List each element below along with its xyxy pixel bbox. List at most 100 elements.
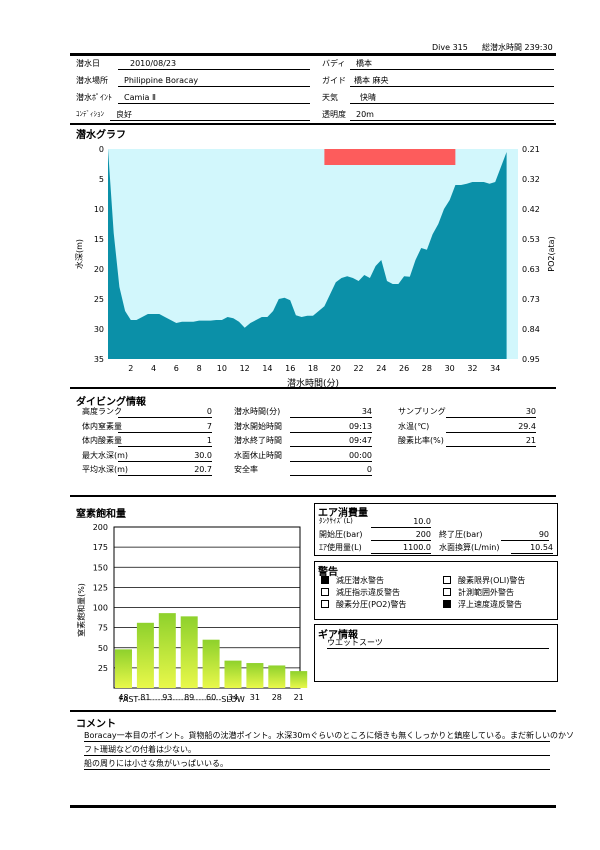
nitrogen-y-tick: 100 xyxy=(93,604,108,613)
alarm-bar xyxy=(324,149,456,165)
time-tick: 30 xyxy=(445,364,455,373)
nitrogen-x-tick: 31 xyxy=(250,693,260,702)
weather-label: 天気 xyxy=(322,93,338,102)
diving-info-value: 34 xyxy=(290,406,372,418)
diving-info-label: 安全率 xyxy=(234,465,258,474)
buddy-label: バディ xyxy=(322,59,346,68)
visibility-value: 20m xyxy=(350,109,554,121)
nitrogen-chart: 200 175 150 125 100 75 50 25 48 81 93 89 60 34 31 28 21… xyxy=(76,523,308,704)
warning-item: 酸素分圧(PO2)警告 xyxy=(321,599,406,610)
time-tick: 16 xyxy=(285,364,295,373)
po2-tick: 0.53 xyxy=(522,235,540,244)
nitrogen-x-tick: 28 xyxy=(272,693,282,702)
unchecked-box-icon xyxy=(443,576,451,584)
time-tick: 2 xyxy=(128,364,133,373)
gear-text: ウエットスーツ xyxy=(327,637,549,649)
warning-item: 減圧指示違反警告 xyxy=(321,587,400,598)
time-tick: 20 xyxy=(331,364,341,373)
dive-profile-chart: 0 5 10 15 20 25 30 35 0.21 0.32 0.42 0.53 0.63 0.73 0… xyxy=(74,145,556,389)
air-title: エア消費量 xyxy=(318,508,368,519)
end-pressure-value: 90 xyxy=(501,529,549,541)
time-tick: 18 xyxy=(308,364,318,373)
end-pressure-label: 終了圧(bar) xyxy=(439,530,483,539)
po2-axis-label: PO2(ata) xyxy=(547,236,556,271)
point-label: 潜水ﾎﾟｲﾝﾄ xyxy=(76,93,112,102)
po2-tick: 0.32 xyxy=(522,175,540,184)
depth-tick: 25 xyxy=(94,295,104,304)
gear-title: ギア情報 xyxy=(318,630,358,641)
diving-info-label: 潜水時間(分) xyxy=(234,407,281,416)
time-tick: 32 xyxy=(467,364,477,373)
guide-value: 橋本 麻央 xyxy=(350,75,554,87)
comment-line: フト珊瑚などの付着は少ない。 xyxy=(84,744,550,756)
diving-info-label: 水温(℃) xyxy=(398,421,430,431)
diving-info-value: 21 xyxy=(446,435,536,447)
diving-info-label: 体内酸素量 xyxy=(82,436,122,445)
dive-number: Dive 315 xyxy=(432,43,468,52)
checked-box-icon xyxy=(321,576,329,584)
diving-info-value: 30.0 xyxy=(118,450,212,462)
nitrogen-bar xyxy=(268,665,286,688)
po2-tick: 0.42 xyxy=(522,205,540,214)
weather-value: 快晴 xyxy=(350,92,554,104)
diving-info-label: 潜水開始時間 xyxy=(234,421,282,431)
diving-info-value: 30 xyxy=(446,406,536,418)
total-dive-time: 総潜水時間 239:30 xyxy=(482,43,553,52)
diving-info-label: 水面休止時間 xyxy=(234,450,282,460)
air-box: エア消費量 ﾀﾝｸｻｲｽﾞ(L) 10.0 開始圧(bar) 200 終了圧(b… xyxy=(314,503,558,556)
start-pressure-label: 開始圧(bar) xyxy=(319,530,363,539)
diving-info-value: 00:00 xyxy=(290,450,372,462)
fast-slow-caption: FAST-----------------------------SLOW xyxy=(119,695,245,704)
nitrogen-y-tick: 175 xyxy=(93,543,108,552)
nitrogen-y-tick: 150 xyxy=(93,563,108,572)
point-value: Camia Ⅱ xyxy=(118,92,310,104)
nitrogen-bar xyxy=(224,660,242,688)
diving-info-value: 09:47 xyxy=(290,435,372,447)
nitrogen-bar xyxy=(180,616,198,688)
visibility-label: 透明度 xyxy=(322,110,346,119)
tank-label: ﾀﾝｸｻｲｽﾞ(L) xyxy=(319,517,353,525)
time-tick: 26 xyxy=(399,364,409,373)
diving-info-title: ダイビング情報 xyxy=(76,397,146,408)
time-tick: 22 xyxy=(353,364,363,373)
time-tick: 28 xyxy=(422,364,432,373)
diving-info-value: 29.4 xyxy=(446,421,536,433)
nitrogen-bar xyxy=(202,639,220,688)
depth-axis-label: 水深(m) xyxy=(74,239,84,269)
po2-tick: 0.84 xyxy=(522,325,540,334)
depth-tick: 0 xyxy=(99,145,104,154)
graph-rule xyxy=(70,387,556,389)
nitrogen-y-tick: 200 xyxy=(93,523,108,532)
diving-info-label: 潜水終了時間 xyxy=(234,436,282,445)
diving-info-value: 7 xyxy=(118,421,212,433)
place-value: Philippine Boracay xyxy=(118,75,310,87)
nitrogen-bar xyxy=(115,649,132,688)
diving-info-value: 0 xyxy=(118,406,212,418)
depth-tick: 20 xyxy=(94,265,104,274)
depth-tick: 5 xyxy=(99,175,104,184)
condition-value: 良好 xyxy=(110,109,310,121)
depth-tick: 15 xyxy=(94,235,104,244)
nitrogen-bar xyxy=(136,622,154,688)
diving-info-label: サンプリング xyxy=(398,407,446,416)
buddy-value: 橋本 xyxy=(350,58,554,70)
nitrogen-x-tick: 60 xyxy=(206,693,216,702)
diving-info-value: 09:13 xyxy=(290,421,372,433)
unchecked-box-icon xyxy=(321,600,329,608)
time-tick: 8 xyxy=(197,364,202,373)
place-label: 潜水場所 xyxy=(76,76,108,85)
top-rule xyxy=(70,53,556,56)
time-tick: 6 xyxy=(174,364,179,373)
po2-tick: 0.73 xyxy=(522,295,540,304)
nitrogen-x-tick: 93 xyxy=(162,693,172,702)
nitrogen-y-tick: 25 xyxy=(98,664,108,673)
gear-box: ギア情報 ウエットスーツ xyxy=(314,624,558,682)
po2-tick: 0.95 xyxy=(522,355,540,364)
time-tick: 10 xyxy=(217,364,227,373)
warning-title: 警告 xyxy=(318,567,338,578)
nitrogen-x-tick: 89 xyxy=(184,693,194,702)
diving-info-value: 1 xyxy=(118,435,212,447)
tank-value: 10.0 xyxy=(371,516,431,528)
diving-info-label: 体内窒素量 xyxy=(82,421,122,431)
nitrogen-x-tick: 34 xyxy=(228,693,238,702)
